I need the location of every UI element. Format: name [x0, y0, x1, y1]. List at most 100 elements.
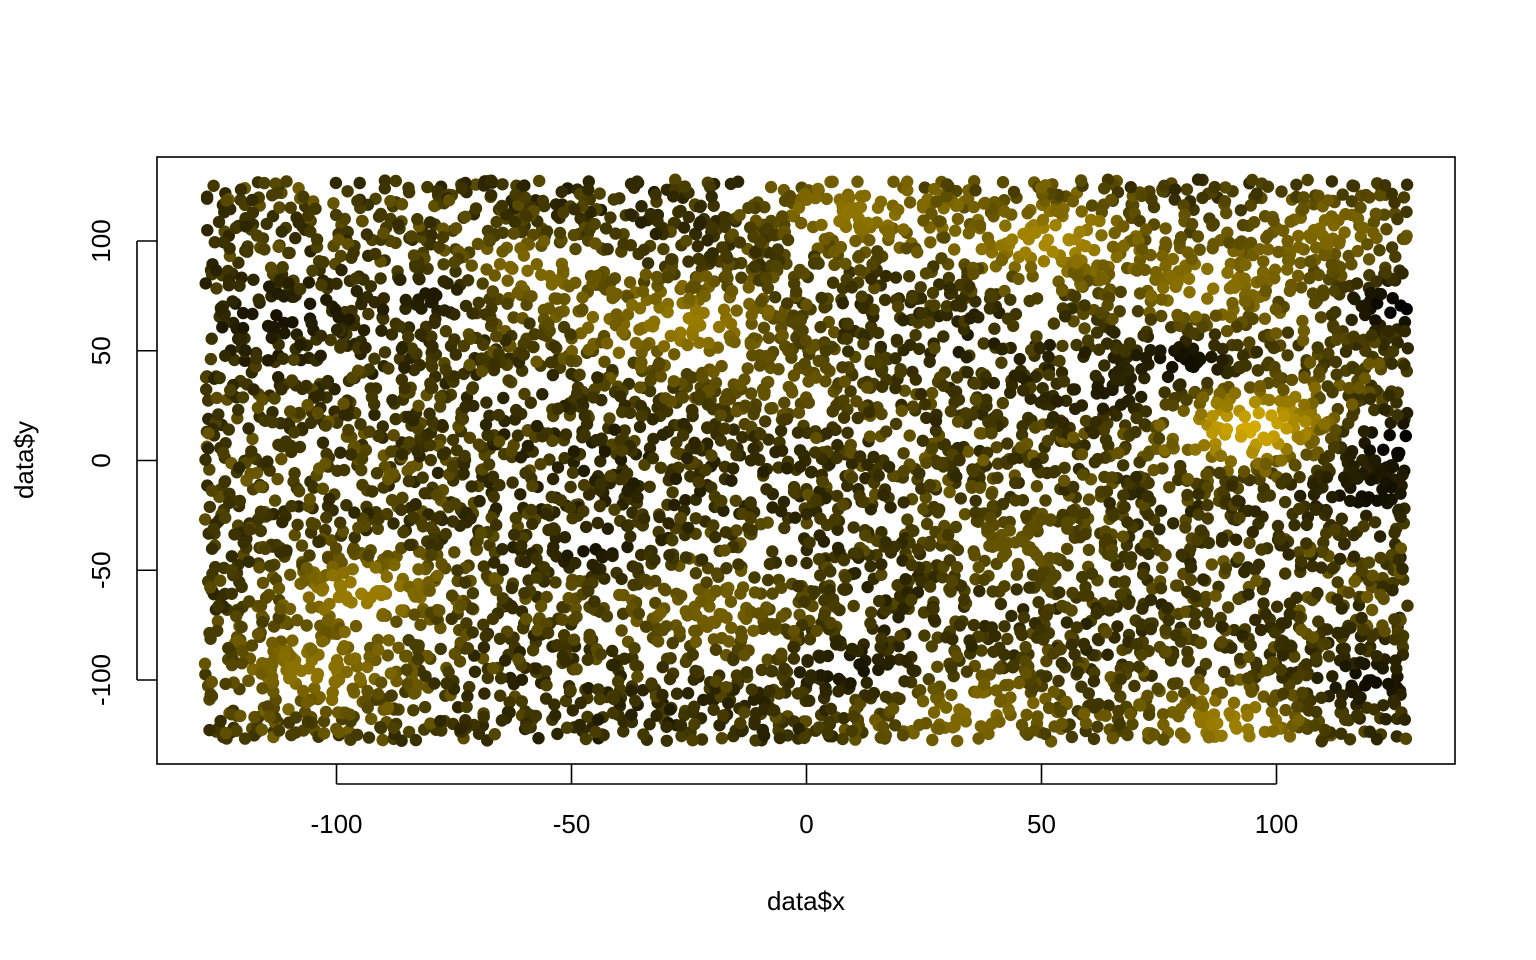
data-point — [1326, 490, 1339, 504]
data-point — [219, 349, 232, 362]
data-point — [1219, 181, 1232, 194]
data-point — [556, 613, 569, 626]
data-point — [712, 320, 726, 334]
data-point — [526, 644, 540, 657]
data-point — [1053, 354, 1066, 368]
data-point — [917, 502, 930, 516]
data-point — [1090, 326, 1104, 339]
data-point — [744, 338, 758, 351]
data-point — [996, 176, 1010, 189]
data-point — [1241, 709, 1254, 722]
data-point — [448, 497, 462, 510]
data-point — [362, 307, 375, 321]
data-point — [563, 280, 576, 293]
data-point — [592, 713, 605, 726]
data-point — [1078, 322, 1091, 335]
data-point — [1308, 381, 1322, 394]
data-point — [973, 584, 986, 598]
data-point — [334, 516, 347, 529]
data-point — [1280, 422, 1293, 435]
data-point — [914, 281, 927, 294]
data-point — [1343, 733, 1357, 746]
data-point — [1275, 185, 1288, 198]
data-point — [1040, 609, 1053, 622]
data-points — [198, 173, 1415, 748]
data-point — [317, 715, 331, 728]
data-point — [1096, 402, 1110, 415]
data-point — [218, 476, 231, 489]
data-point — [478, 687, 491, 700]
data-point — [1281, 234, 1294, 248]
data-point — [492, 408, 505, 422]
data-point — [792, 201, 806, 214]
data-point — [1197, 699, 1210, 712]
data-point — [1244, 639, 1258, 652]
data-point — [819, 375, 832, 388]
data-point — [975, 644, 988, 657]
data-point — [1191, 230, 1205, 243]
data-point — [852, 219, 866, 232]
data-point — [1095, 229, 1108, 242]
data-point — [608, 423, 621, 436]
data-point — [1031, 710, 1044, 723]
data-point — [1236, 218, 1250, 232]
data-point — [760, 483, 773, 496]
data-point — [1348, 575, 1361, 588]
data-point — [1114, 672, 1128, 686]
data-point — [1166, 360, 1179, 374]
data-point — [382, 634, 395, 647]
data-point — [558, 451, 571, 465]
data-point — [574, 212, 587, 225]
data-point — [396, 491, 409, 504]
data-point — [317, 727, 331, 740]
data-point — [649, 227, 663, 241]
data-point — [1400, 302, 1413, 316]
data-point — [1136, 602, 1149, 615]
data-point — [259, 542, 272, 556]
data-point — [476, 277, 489, 290]
data-point — [851, 175, 864, 188]
data-point — [1022, 233, 1035, 246]
data-point — [518, 387, 531, 401]
data-point — [707, 365, 720, 379]
data-point — [1243, 536, 1256, 550]
data-point — [903, 429, 916, 442]
data-point — [210, 282, 223, 295]
data-point — [1194, 636, 1208, 649]
data-point — [1246, 312, 1259, 326]
data-point — [914, 684, 927, 697]
data-point — [931, 660, 944, 673]
data-point — [593, 692, 607, 706]
data-point — [1312, 268, 1326, 282]
data-point — [509, 511, 522, 525]
data-point — [426, 360, 439, 373]
data-point — [615, 572, 628, 586]
data-point — [1314, 311, 1328, 324]
data-point — [428, 199, 441, 213]
data-point — [303, 493, 317, 506]
data-point — [1342, 381, 1356, 395]
data-point — [810, 624, 823, 637]
data-point — [480, 396, 493, 409]
data-point — [925, 386, 939, 400]
data-point — [1315, 561, 1328, 574]
data-point — [566, 466, 580, 479]
data-point — [1023, 294, 1036, 308]
data-point — [588, 595, 601, 608]
data-point — [1318, 723, 1332, 737]
data-point — [360, 228, 374, 241]
data-point — [1270, 600, 1284, 613]
data-point — [237, 536, 250, 549]
data-point — [1285, 373, 1299, 387]
data-point — [991, 471, 1004, 484]
data-point — [946, 633, 959, 646]
data-point — [1284, 215, 1297, 228]
data-point — [567, 228, 581, 242]
data-point — [1377, 492, 1390, 505]
data-point — [569, 242, 582, 256]
data-point — [471, 237, 485, 251]
data-point — [815, 291, 828, 305]
data-point — [435, 557, 448, 571]
data-point — [481, 671, 494, 685]
data-point — [1345, 398, 1359, 411]
